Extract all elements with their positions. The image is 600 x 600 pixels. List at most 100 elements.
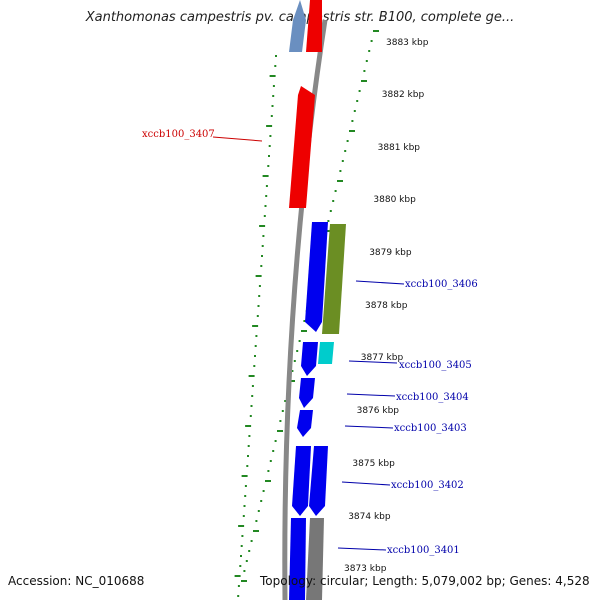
tick-dot xyxy=(243,570,246,572)
tick-dot xyxy=(248,435,251,437)
gene-forward-5[interactable] xyxy=(292,446,311,516)
tick-dot xyxy=(247,455,249,457)
tick-dot xyxy=(246,465,249,467)
tick-dot xyxy=(241,580,247,582)
tick-dot xyxy=(279,420,282,422)
scale-label: 3881 kbp xyxy=(378,143,421,153)
tick-dot xyxy=(349,130,355,132)
accession-text: Accession: NC_010688 xyxy=(8,574,145,588)
tick-dot xyxy=(255,520,258,522)
gene-forward-4[interactable] xyxy=(297,410,313,437)
tick-dot xyxy=(253,530,259,532)
tick-dot xyxy=(293,360,296,362)
gene-label[interactable]: xccb100_3403 xyxy=(394,423,467,434)
tick-dot xyxy=(269,75,276,77)
tick-dot xyxy=(370,40,373,42)
tick-dot xyxy=(243,505,246,507)
tick-dot xyxy=(255,335,258,337)
tick-dot xyxy=(344,150,347,152)
tick-dot xyxy=(356,100,359,102)
scale-label: 3882 kbp xyxy=(382,90,425,100)
tick-dot xyxy=(258,295,261,297)
gene-label[interactable]: xccb100_3405 xyxy=(399,360,472,371)
tick-dot xyxy=(284,400,287,402)
tick-dot xyxy=(373,30,379,32)
tick-dot xyxy=(289,380,295,382)
tick-dot xyxy=(329,210,332,212)
tick-dot xyxy=(245,425,252,427)
scale-label: 3879 kbp xyxy=(369,248,412,258)
tick-dot xyxy=(368,50,371,52)
tick-dot xyxy=(245,560,248,562)
tick-dot xyxy=(262,235,265,237)
tick-dot xyxy=(241,475,248,477)
scale-label: 3873 kbp xyxy=(344,564,387,574)
gene-label-leader xyxy=(348,360,398,364)
tick-dot xyxy=(353,110,356,112)
gene-top-red[interactable] xyxy=(306,0,322,52)
tick-dot xyxy=(303,320,306,322)
gene-label[interactable]: xccb100_3407 xyxy=(142,129,215,140)
tick-dot xyxy=(256,315,259,317)
gene-label[interactable]: xccb100_3406 xyxy=(405,279,478,290)
tick-dot xyxy=(242,515,245,517)
gene-xccb100-3401[interactable] xyxy=(306,518,324,600)
tick-dot xyxy=(260,265,263,267)
tick-dot xyxy=(244,495,247,497)
gene-label[interactable]: xccb100_3402 xyxy=(391,480,464,491)
tick-dot xyxy=(252,325,259,327)
gene-forward-3[interactable] xyxy=(299,378,315,408)
tick-dot xyxy=(239,565,242,567)
tick-dot xyxy=(266,125,273,127)
scale-labels: 3883 kbp 3882 kbp 3881 kbp 3880 kbp 3879 kbp… xyxy=(344,38,429,574)
tick-dot xyxy=(237,585,240,587)
tick-dot xyxy=(244,485,247,487)
tick-dot xyxy=(248,550,251,552)
tick-dot xyxy=(274,440,277,442)
tick-dot xyxy=(267,470,270,472)
tick-dot xyxy=(240,545,243,547)
tick-dot xyxy=(269,460,272,462)
tick-dot xyxy=(249,415,252,417)
tick-dot xyxy=(250,405,253,407)
gene-label-leader xyxy=(337,547,387,551)
tick-dot xyxy=(270,115,273,117)
tick-dot xyxy=(269,135,272,137)
tick-dot xyxy=(257,510,260,512)
tick-dot xyxy=(262,490,265,492)
gene-forward-1[interactable] xyxy=(305,222,328,332)
tick-dot xyxy=(250,540,253,542)
gene-xccb100-3407[interactable] xyxy=(289,86,315,208)
tick-dot xyxy=(258,285,261,287)
topology-text: Topology: circular; Length: 5,079,002 bp… xyxy=(260,574,590,588)
gene-label[interactable]: xccb100_3404 xyxy=(396,392,469,403)
tick-dot xyxy=(271,105,274,107)
tick-dot xyxy=(261,245,264,247)
tick-dot xyxy=(237,595,240,597)
tick-dot xyxy=(296,350,299,352)
gene-forward-2[interactable] xyxy=(301,342,318,376)
tick-dot xyxy=(268,155,270,157)
gene-top-blue[interactable] xyxy=(289,0,306,52)
tick-dot xyxy=(259,225,266,227)
scale-label: 3876 kbp xyxy=(357,406,400,416)
tick-dot xyxy=(275,55,277,57)
tick-dot xyxy=(301,330,307,332)
gene-forward-6[interactable] xyxy=(289,518,306,600)
tick-dot xyxy=(341,160,344,162)
tick-dot xyxy=(254,355,256,357)
tick-dot xyxy=(332,200,335,202)
gene-label-leader xyxy=(346,393,396,397)
gene-xccb100-3405[interactable] xyxy=(318,342,334,364)
tick-dot xyxy=(365,60,368,62)
tick-dot xyxy=(265,185,268,187)
tick-dot xyxy=(274,65,277,67)
tick-dot xyxy=(351,120,354,122)
tick-dot xyxy=(255,275,262,277)
gene-xccb100-3406[interactable] xyxy=(322,224,346,334)
tick-dot xyxy=(261,255,263,257)
scale-label: 3875 kbp xyxy=(352,459,395,469)
gene-xccb100-3402[interactable] xyxy=(309,446,328,516)
gene-label[interactable]: xccb100_3401 xyxy=(387,545,460,556)
